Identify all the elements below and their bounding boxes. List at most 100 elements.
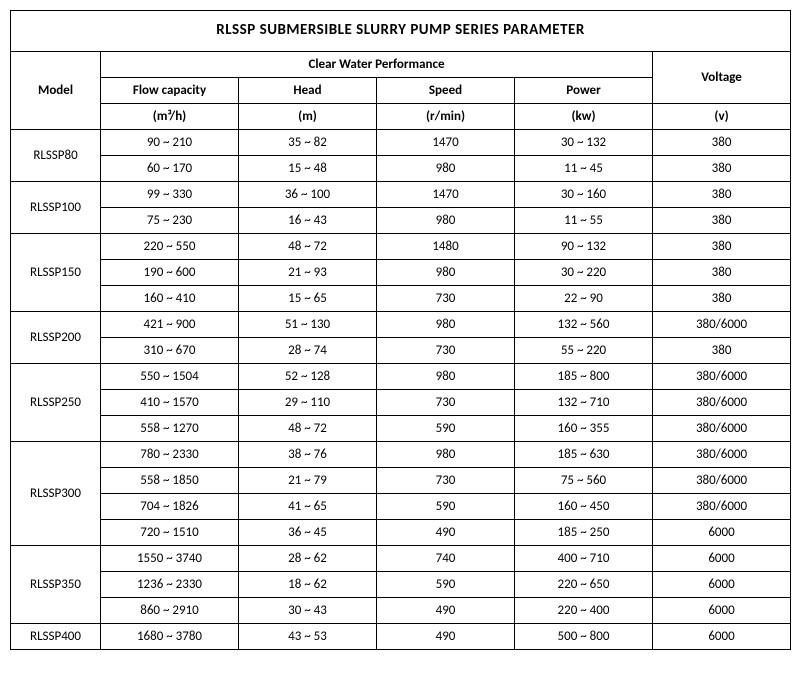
table-row: 75 ~ 23016 ~ 4398011 ~ 55380 (11, 208, 791, 234)
table-row: RLSSP4001680 ~ 378043 ~ 53490500 ~ 80060… (11, 624, 791, 650)
power-cell: 220 ~ 650 (515, 572, 653, 598)
power-cell: 132 ~ 710 (515, 390, 653, 416)
table-row: RLSSP200421 ~ 90051 ~ 130980132 ~ 560380… (11, 312, 791, 338)
power-cell: 30 ~ 132 (515, 130, 653, 156)
header-power-unit: (kw) (515, 104, 653, 130)
speed-cell: 1470 (377, 182, 515, 208)
power-cell: 11 ~ 55 (515, 208, 653, 234)
speed-cell: 980 (377, 208, 515, 234)
voltage-cell: 380/6000 (653, 468, 791, 494)
table-row: RLSSP150220 ~ 55048 ~ 72148090 ~ 132380 (11, 234, 791, 260)
power-cell: 500 ~ 800 (515, 624, 653, 650)
speed-cell: 1470 (377, 130, 515, 156)
power-cell: 22 ~ 90 (515, 286, 653, 312)
speed-cell: 980 (377, 312, 515, 338)
voltage-cell: 6000 (653, 598, 791, 624)
header-flow: Flow capacity (101, 78, 239, 104)
model-cell: RLSSP250 (11, 364, 101, 442)
table-row: RLSSP3501550 ~ 374028 ~ 62740400 ~ 71060… (11, 546, 791, 572)
header-power: Power (515, 78, 653, 104)
head-cell: 38 ~ 76 (239, 442, 377, 468)
head-cell: 51 ~ 130 (239, 312, 377, 338)
flow-cell: 90 ~ 210 (101, 130, 239, 156)
table-row: 310 ~ 67028 ~ 7473055 ~ 220380 (11, 338, 791, 364)
voltage-cell: 6000 (653, 572, 791, 598)
table-row: 704 ~ 182641 ~ 65590160 ~ 450380/6000 (11, 494, 791, 520)
model-cell: RLSSP150 (11, 234, 101, 312)
voltage-cell: 6000 (653, 546, 791, 572)
speed-cell: 1480 (377, 234, 515, 260)
speed-cell: 730 (377, 338, 515, 364)
head-cell: 48 ~ 72 (239, 234, 377, 260)
flow-cell: 421 ~ 900 (101, 312, 239, 338)
voltage-cell: 380/6000 (653, 494, 791, 520)
speed-cell: 740 (377, 546, 515, 572)
flow-cell: 1680 ~ 3780 (101, 624, 239, 650)
head-cell: 43 ~ 53 (239, 624, 377, 650)
voltage-cell: 380 (653, 338, 791, 364)
model-cell: RLSSP400 (11, 624, 101, 650)
head-cell: 21 ~ 79 (239, 468, 377, 494)
model-cell: RLSSP100 (11, 182, 101, 234)
pump-parameter-table: RLSSP SUBMERSIBLE SLURRY PUMP SERIES PAR… (10, 10, 791, 650)
voltage-cell: 380 (653, 130, 791, 156)
flow-cell: 704 ~ 1826 (101, 494, 239, 520)
power-cell: 75 ~ 560 (515, 468, 653, 494)
flow-cell: 558 ~ 1270 (101, 416, 239, 442)
speed-cell: 490 (377, 598, 515, 624)
voltage-cell: 380 (653, 234, 791, 260)
flow-cell: 160 ~ 410 (101, 286, 239, 312)
voltage-cell: 380 (653, 208, 791, 234)
header-speed-unit: (r/min) (377, 104, 515, 130)
head-cell: 30 ~ 43 (239, 598, 377, 624)
table-row: 160 ~ 41015 ~ 6573022 ~ 90380 (11, 286, 791, 312)
flow-cell: 1236 ~ 2330 (101, 572, 239, 598)
table-row: 410 ~ 157029 ~ 110730132 ~ 710380/6000 (11, 390, 791, 416)
head-cell: 28 ~ 62 (239, 546, 377, 572)
table-row: 720 ~ 151036 ~ 45490185 ~ 2506000 (11, 520, 791, 546)
table-title: RLSSP SUBMERSIBLE SLURRY PUMP SERIES PAR… (11, 11, 791, 52)
table-row: 60 ~ 17015 ~ 4898011 ~ 45380 (11, 156, 791, 182)
head-cell: 29 ~ 110 (239, 390, 377, 416)
speed-cell: 730 (377, 286, 515, 312)
flow-cell: 860 ~ 2910 (101, 598, 239, 624)
header-flow-unit: (m³/h) (101, 104, 239, 130)
flow-cell: 310 ~ 670 (101, 338, 239, 364)
power-cell: 55 ~ 220 (515, 338, 653, 364)
flow-cell: 720 ~ 1510 (101, 520, 239, 546)
header-voltage-unit: (v) (653, 104, 791, 130)
power-cell: 400 ~ 710 (515, 546, 653, 572)
speed-cell: 980 (377, 260, 515, 286)
power-cell: 30 ~ 160 (515, 182, 653, 208)
flow-cell: 190 ~ 600 (101, 260, 239, 286)
head-cell: 28 ~ 74 (239, 338, 377, 364)
header-group: Clear Water Performance (101, 52, 653, 78)
header-speed: Speed (377, 78, 515, 104)
head-cell: 36 ~ 100 (239, 182, 377, 208)
head-cell: 21 ~ 93 (239, 260, 377, 286)
voltage-cell: 380/6000 (653, 364, 791, 390)
model-cell: RLSSP200 (11, 312, 101, 364)
header-head: Head (239, 78, 377, 104)
voltage-cell: 380/6000 (653, 312, 791, 338)
head-cell: 36 ~ 45 (239, 520, 377, 546)
power-cell: 90 ~ 132 (515, 234, 653, 260)
table-row: 558 ~ 127048 ~ 72590160 ~ 355380/6000 (11, 416, 791, 442)
power-cell: 132 ~ 560 (515, 312, 653, 338)
head-cell: 16 ~ 43 (239, 208, 377, 234)
flow-cell: 99 ~ 330 (101, 182, 239, 208)
voltage-cell: 380 (653, 156, 791, 182)
speed-cell: 980 (377, 442, 515, 468)
voltage-cell: 380/6000 (653, 442, 791, 468)
voltage-cell: 380 (653, 260, 791, 286)
speed-cell: 490 (377, 520, 515, 546)
pump-parameter-table-container: RLSSP SUBMERSIBLE SLURRY PUMP SERIES PAR… (10, 10, 790, 650)
speed-cell: 980 (377, 364, 515, 390)
power-cell: 185 ~ 800 (515, 364, 653, 390)
flow-cell: 60 ~ 170 (101, 156, 239, 182)
flow-cell: 780 ~ 2330 (101, 442, 239, 468)
header-voltage: Voltage (653, 52, 791, 104)
speed-cell: 590 (377, 572, 515, 598)
head-cell: 15 ~ 48 (239, 156, 377, 182)
table-row: RLSSP250550 ~ 150452 ~ 128980185 ~ 80038… (11, 364, 791, 390)
